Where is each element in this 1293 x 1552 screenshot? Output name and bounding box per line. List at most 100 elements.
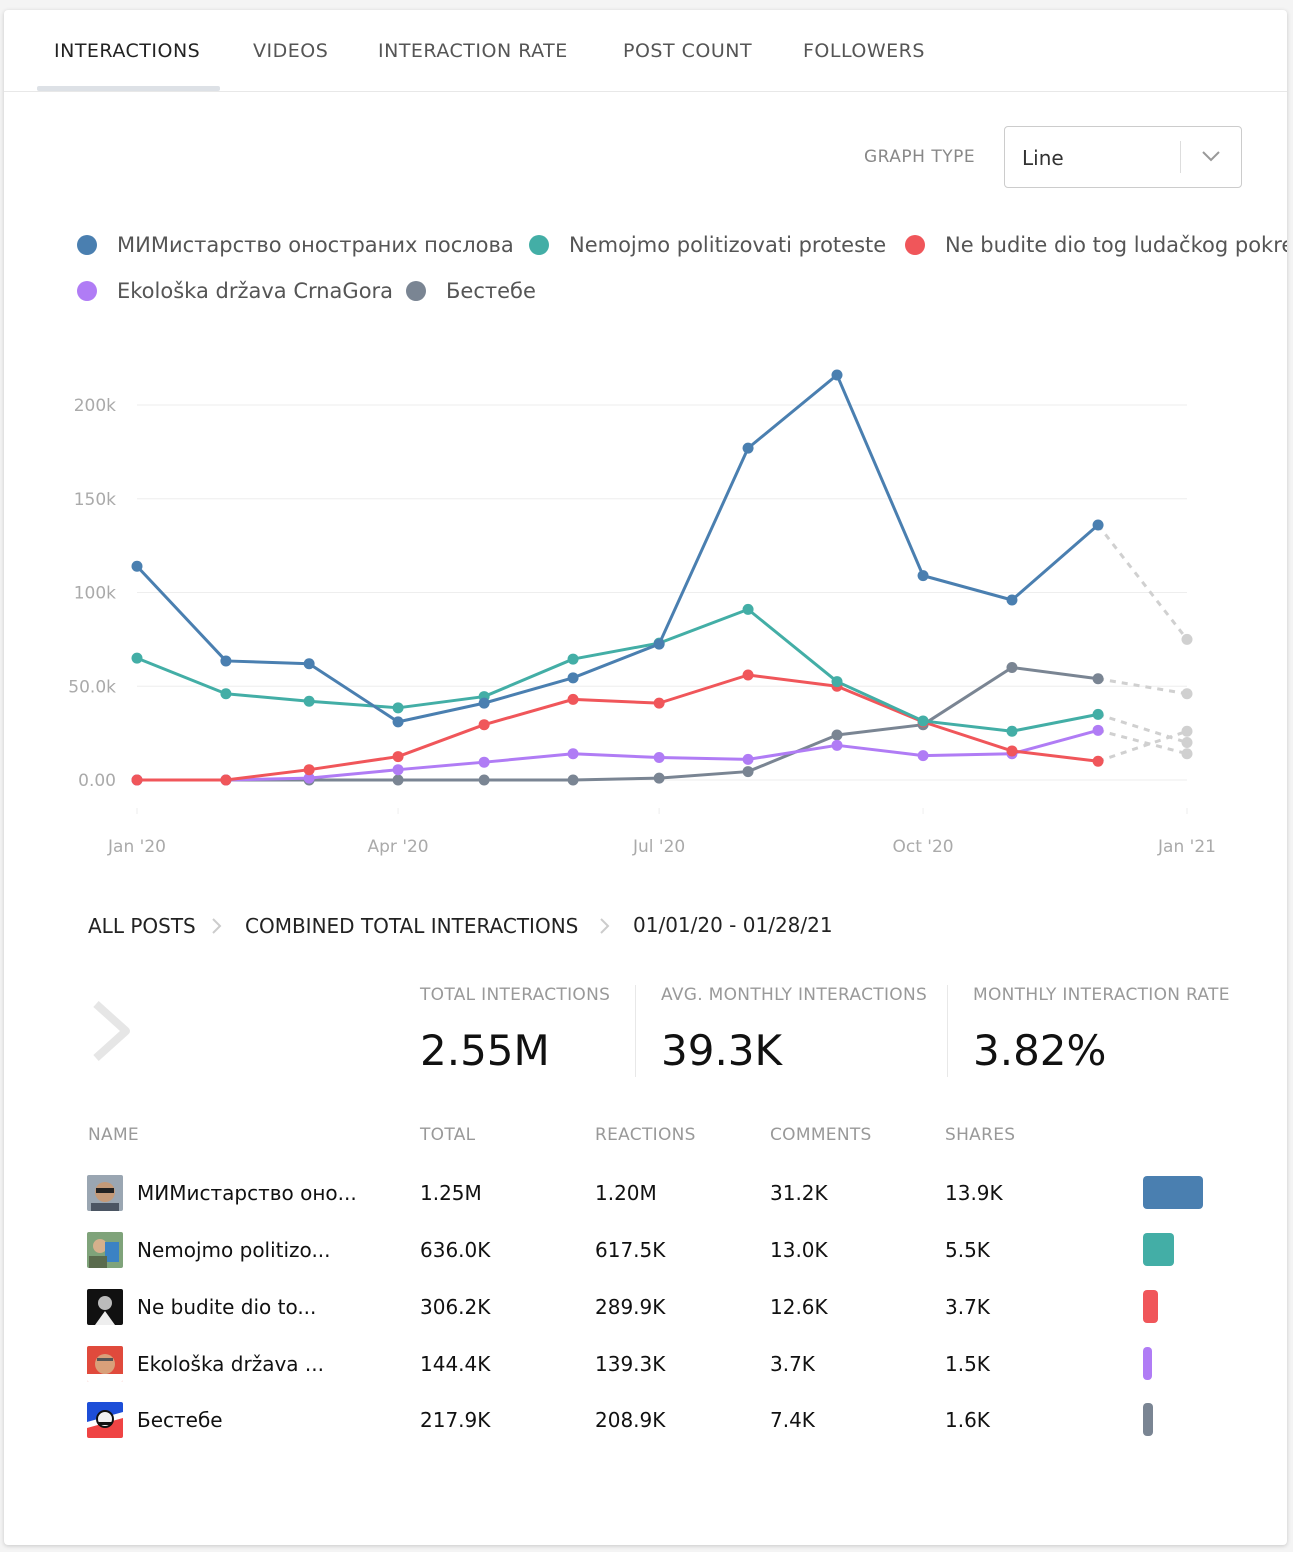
table-row[interactable]: Бестебе 217.9K 208.9K 7.4K 1.6K — [4, 1402, 1287, 1454]
data-point — [742, 442, 754, 454]
projection-line — [1097, 728, 1188, 756]
share-bar — [1143, 1176, 1203, 1209]
legend-label: Nemojmo politizovati proteste — [569, 233, 887, 257]
series-line — [135, 373, 1100, 724]
stat-rate-value: 3.82% — [973, 1026, 1107, 1075]
projection-point — [1181, 725, 1193, 737]
tab-post-count[interactable]: POST COUNT — [623, 40, 753, 62]
breadcrumb-all-posts[interactable]: ALL POSTS — [88, 914, 196, 938]
header-shares[interactable]: SHARES — [945, 1125, 1016, 1145]
row-name[interactable]: Nemojmo politizo... — [137, 1238, 331, 1262]
row-name[interactable]: МИМистарство оно... — [137, 1181, 357, 1205]
y-tick-label: 100k — [74, 584, 116, 604]
projection-point — [1181, 737, 1193, 748]
table-row[interactable]: Nemojmo politizo... 636.0K 617.5K 13.0K … — [4, 1232, 1287, 1284]
table-row[interactable]: МИМистарство оно... 1.25M 1.20M 31.2K 13… — [4, 1175, 1287, 1227]
tab-bar: INTERACTIONS VIDEOS INTERACTION RATE POS… — [4, 10, 1287, 92]
row-reactions: 617.5K — [595, 1238, 666, 1262]
legend-dot — [529, 235, 549, 255]
avatar — [87, 1402, 123, 1438]
data-point — [742, 669, 754, 681]
share-bar — [1143, 1233, 1174, 1266]
avatar — [87, 1346, 123, 1382]
row-shares: 1.6K — [945, 1408, 990, 1432]
stat-divider — [947, 985, 948, 1077]
data-point — [392, 764, 404, 776]
row-comments: 13.0K — [770, 1238, 828, 1262]
graph-type-value: Line — [1022, 146, 1064, 170]
row-comments: 31.2K — [770, 1181, 828, 1205]
header-name[interactable]: NAME — [88, 1125, 139, 1145]
select-divider — [1180, 141, 1181, 173]
row-reactions: 208.9K — [595, 1408, 666, 1432]
data-point — [478, 719, 490, 731]
row-comments: 12.6K — [770, 1295, 828, 1319]
data-point — [1092, 519, 1104, 531]
row-name[interactable]: Бестебе — [137, 1408, 223, 1432]
data-point — [392, 774, 404, 786]
row-shares: 1.5K — [945, 1352, 990, 1376]
series-line — [137, 673, 1099, 782]
data-point — [220, 774, 232, 786]
legend-item-nemojmo[interactable]: Nemojmo politizovati proteste — [529, 233, 886, 257]
data-point — [478, 774, 490, 786]
legend-dot — [406, 281, 426, 301]
data-point — [653, 638, 665, 650]
row-total: 144.4K — [420, 1352, 491, 1376]
stat-total-label: TOTAL INTERACTIONS — [420, 985, 611, 1005]
interactions-card: INTERACTIONS VIDEOS INTERACTION RATE POS… — [4, 10, 1287, 1545]
row-reactions: 1.20M — [595, 1181, 657, 1205]
legend-item-bestebe[interactable]: Бестебе — [406, 279, 536, 303]
data-point — [567, 774, 579, 786]
data-point — [392, 716, 404, 728]
x-tick-label: Jan '20 — [107, 837, 166, 857]
data-point — [392, 702, 404, 714]
table-row[interactable]: Ekološka država ... 144.4K 139.3K 3.7K 1… — [4, 1346, 1287, 1398]
row-name[interactable]: Ne budite dio to... — [137, 1295, 317, 1319]
active-tab-indicator — [37, 86, 220, 91]
row-name[interactable]: Ekološka država ... — [137, 1352, 324, 1376]
tab-interaction-rate[interactable]: INTERACTION RATE — [378, 40, 568, 62]
legend-dot — [77, 281, 97, 301]
data-point — [1006, 725, 1018, 737]
legend-item-ne-budite[interactable]: Ne budite dio tog ludačkog pokreta — [905, 233, 1287, 257]
data-point — [220, 655, 232, 667]
legend-item-ekoloska[interactable]: Ekološka država CrnaGora — [77, 279, 393, 303]
chevron-right-icon — [212, 918, 222, 934]
stat-divider — [635, 985, 636, 1077]
chevron-right-icon[interactable] — [88, 996, 136, 1066]
table-row[interactable]: Ne budite dio to... 306.2K 289.9K 12.6K … — [4, 1289, 1287, 1341]
stat-rate-label: MONTHLY INTERACTION RATE — [973, 985, 1230, 1005]
data-point — [131, 652, 143, 664]
chevron-down-icon — [1202, 151, 1220, 162]
legend-label: Ne budite dio tog ludačkog pokreta — [945, 233, 1287, 257]
data-point — [917, 750, 929, 762]
data-point — [742, 603, 754, 615]
row-total: 306.2K — [420, 1295, 491, 1319]
projection-point — [1181, 748, 1193, 760]
header-total[interactable]: TOTAL — [420, 1125, 476, 1145]
data-point — [1006, 594, 1018, 606]
graph-type-select[interactable]: Line — [1004, 126, 1242, 188]
tab-videos[interactable]: VIDEOS — [253, 40, 329, 62]
header-comments[interactable]: COMMENTS — [770, 1125, 872, 1145]
data-point — [567, 748, 579, 760]
data-point — [303, 764, 315, 776]
data-point — [1006, 662, 1018, 673]
data-point — [1092, 673, 1104, 685]
data-point — [567, 653, 579, 665]
x-tick-label: Oct '20 — [893, 837, 954, 857]
tab-followers[interactable]: FOLLOWERS — [803, 40, 925, 62]
legend-item-mimistarstvo[interactable]: МИМистарство оностраних послова — [77, 233, 514, 257]
header-reactions[interactable]: REACTIONS — [595, 1125, 696, 1145]
x-tick-label: Jul '20 — [632, 837, 685, 857]
row-shares: 13.9K — [945, 1181, 1003, 1205]
breadcrumb-combined[interactable]: COMBINED TOTAL INTERACTIONS — [245, 914, 579, 938]
breadcrumb-date-range: 01/01/20 - 01/28/21 — [633, 913, 833, 937]
tab-interactions[interactable]: INTERACTIONS — [54, 40, 201, 62]
row-comments: 3.7K — [770, 1352, 815, 1376]
data-point — [131, 560, 143, 572]
graph-type-label: GRAPH TYPE — [864, 147, 976, 167]
data-point — [831, 369, 843, 381]
avatar — [87, 1175, 123, 1211]
